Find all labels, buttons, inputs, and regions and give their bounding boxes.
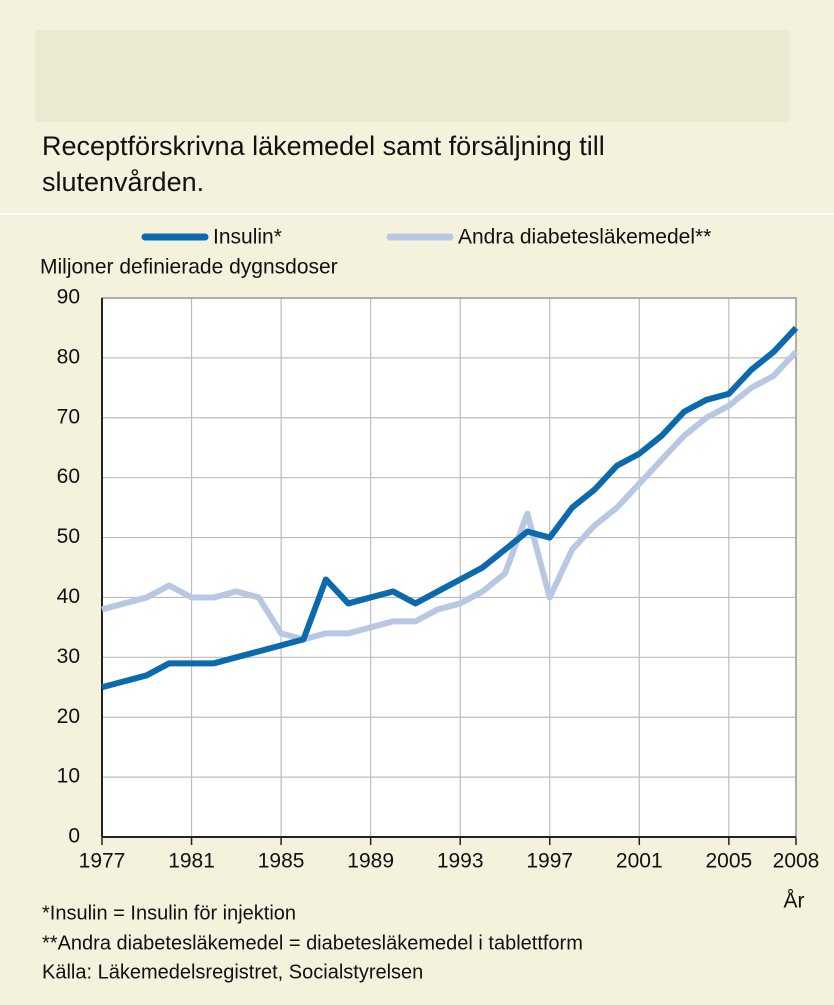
y-tick-label: 10 bbox=[57, 765, 80, 788]
series-line bbox=[101, 349, 799, 643]
y-tick-label: 50 bbox=[57, 525, 80, 548]
separator bbox=[0, 213, 834, 215]
footnote: *Insulin = Insulin för injektion bbox=[42, 902, 296, 924]
chart-title: Receptförskrivna läkemedel samt försäljn… bbox=[42, 131, 605, 197]
series-line bbox=[101, 325, 799, 691]
x-tick-label: 2001 bbox=[616, 850, 663, 873]
legend-label: Andra diabetesläkemedel** bbox=[458, 226, 711, 249]
x-axis-label: År bbox=[784, 890, 805, 913]
x-tick-label: 1989 bbox=[347, 850, 394, 873]
footnote: Källa: Läkemedelsregistret, Socialstyrel… bbox=[42, 961, 423, 983]
y-tick-label: 80 bbox=[57, 345, 80, 368]
x-tick-label: 1993 bbox=[437, 850, 484, 873]
y-tick-label: 30 bbox=[57, 645, 80, 668]
y-tick-label: 20 bbox=[57, 705, 80, 728]
legend-label: Insulin* bbox=[213, 226, 282, 249]
y-axis-label: Miljoner definierade dygnsdoser bbox=[40, 256, 338, 279]
x-tick-label: 1985 bbox=[258, 850, 305, 873]
x-tick-label: 1981 bbox=[168, 850, 215, 873]
x-tick-label: 1997 bbox=[526, 850, 573, 873]
y-tick-label: 90 bbox=[57, 286, 80, 309]
y-tick-label: 0 bbox=[68, 825, 80, 848]
plot-area bbox=[102, 298, 796, 837]
header-box bbox=[35, 30, 790, 122]
y-tick-label: 60 bbox=[57, 465, 80, 488]
footnote: **Andra diabetesläkemedel = diabetesläke… bbox=[42, 932, 583, 954]
x-tick-label: 1977 bbox=[79, 850, 126, 873]
x-tick-label: 2008 bbox=[773, 850, 820, 873]
y-tick-label: 70 bbox=[57, 405, 80, 428]
y-tick-label: 40 bbox=[57, 585, 80, 608]
x-tick-label: 2005 bbox=[705, 850, 752, 873]
